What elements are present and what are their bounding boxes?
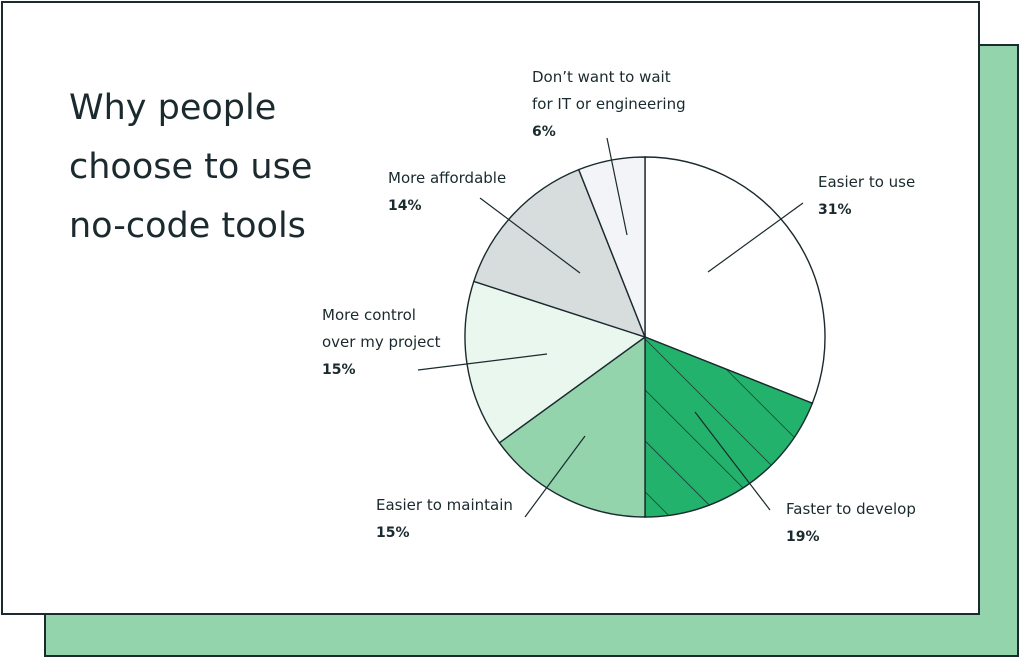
title-line: choose to use	[69, 147, 313, 187]
slice-value: 6%	[532, 124, 556, 140]
pie-slice	[472, 168, 647, 339]
leader-line	[479, 197, 581, 274]
pie-slice	[498, 335, 646, 518]
slice-label: for IT or engineering	[532, 95, 686, 113]
pie-slices	[464, 156, 826, 518]
title-line: Why people	[69, 88, 277, 128]
slice-value: 15%	[322, 362, 356, 378]
slice-value: 31%	[818, 202, 852, 218]
pie-slice	[644, 156, 826, 405]
title-line: no-code tools	[69, 206, 306, 246]
leader-line	[694, 411, 771, 511]
pie-slice	[464, 280, 647, 444]
slice-label: Easier to use	[818, 173, 915, 191]
slice-value: 14%	[388, 198, 422, 214]
slice-label: More affordable	[388, 169, 506, 187]
slice-label: More control	[322, 306, 416, 324]
slice-value: 15%	[376, 525, 410, 541]
leader-line	[417, 353, 548, 371]
leader-lines	[417, 137, 804, 518]
slice-labels: Easier to use 31% Faster to develop 19% Easi…	[322, 68, 916, 545]
leader-line	[606, 137, 628, 236]
slice-value: 19%	[786, 529, 820, 545]
slice-label: Faster to develop	[786, 500, 916, 518]
slice-label: Easier to maintain	[376, 496, 513, 514]
leader-line	[707, 202, 804, 273]
leader-line	[524, 435, 586, 518]
chart-title: Why people choose to use no-code tools	[69, 79, 369, 256]
slice-label: Don’t want to wait	[532, 68, 671, 86]
slice-hatch	[645, 337, 813, 517]
slice-label: over my project	[322, 333, 441, 351]
